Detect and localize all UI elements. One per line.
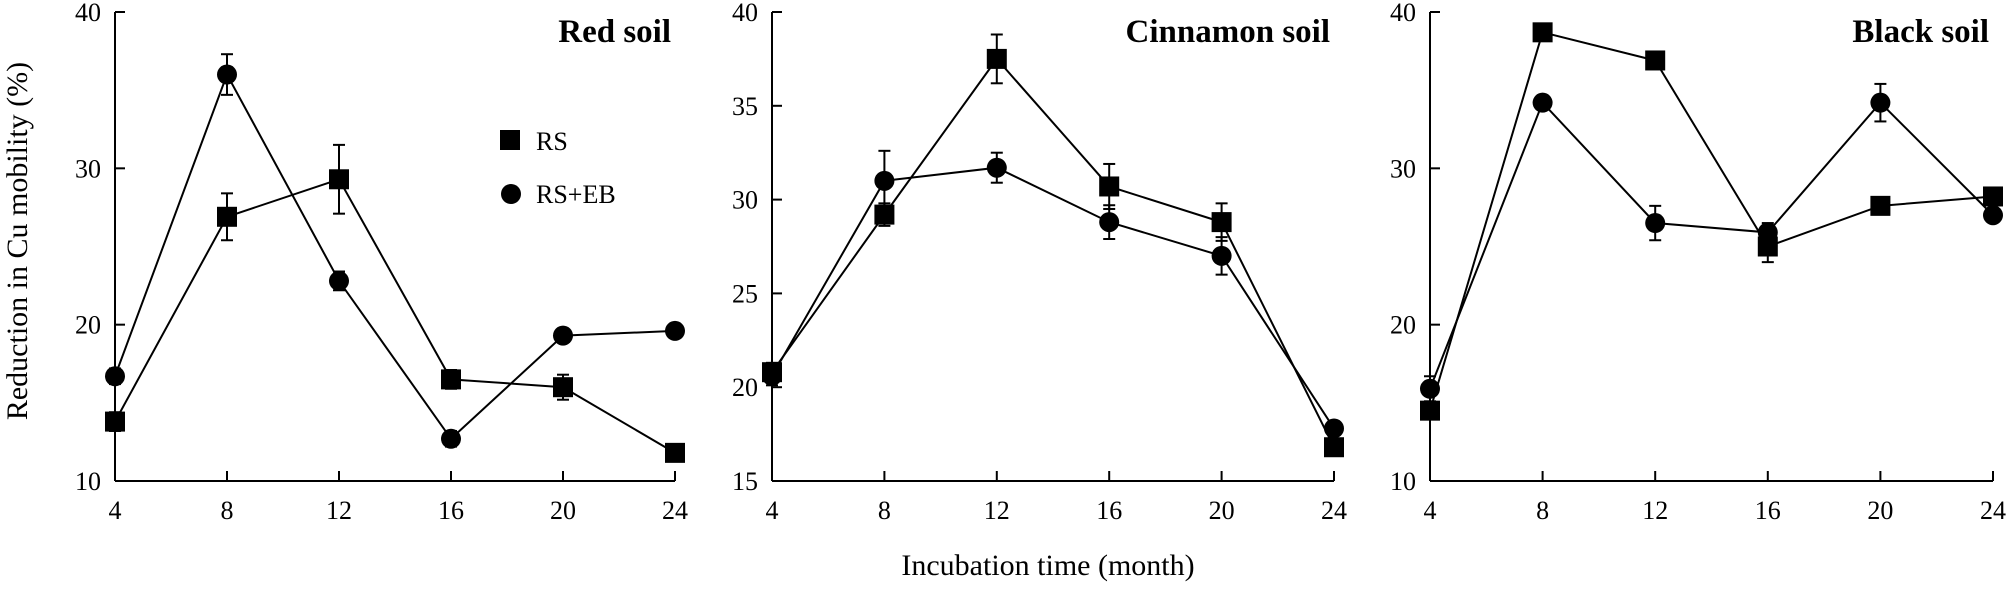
black-soil-rs-point (1645, 50, 1666, 71)
cinnamon-soil-x-tick-label: 4 (766, 496, 779, 525)
black-soil-rs-eb-point (1870, 92, 1891, 113)
red-soil-y-tick-label: 30 (75, 154, 101, 183)
black-soil-rs-point (1420, 400, 1440, 421)
red-soil-y-tick-label: 40 (75, 0, 101, 27)
cinnamon-soil-y-tick-label: 20 (732, 373, 758, 402)
cinnamon-soil-x-tick-label: 20 (1209, 496, 1235, 525)
red-soil-rs-eb-line (114, 72, 676, 441)
black-soil-x-tick-label: 4 (1424, 496, 1437, 525)
red-soil-y-tick-label: 10 (75, 467, 101, 496)
black-soil-rs-point (1532, 22, 1553, 43)
legend-label-rs: RS (536, 127, 568, 156)
red-soil-title: Red soil (558, 14, 671, 50)
red-soil-rs-point (329, 169, 349, 190)
black-soil-rs-eb-point (1532, 92, 1553, 113)
x-axis-label: Incubation time (month) (901, 549, 1194, 582)
red-soil-rs-point (665, 442, 685, 463)
legend-label-rs-eb: RS+EB (536, 180, 616, 209)
cinnamon-soil-rs-eb-point (874, 170, 895, 191)
black-soil-rs-eb-point (1420, 378, 1440, 399)
red-soil-x-tick-label: 12 (326, 496, 352, 525)
red-soil-rs-eb-point (329, 270, 349, 291)
cinnamon-soil-rs-eb-point (986, 157, 1007, 178)
cinnamon-soil-rs-line (771, 57, 1335, 448)
cinnamon-soil-x-tick-label: 8 (878, 496, 891, 525)
red-soil-x-tick-label: 20 (550, 496, 576, 525)
cinnamon-soil-title: Cinnamon soil (1126, 14, 1330, 50)
cinnamon-soil-rs-eb-point (762, 365, 782, 386)
red-soil-rs-eb-point (553, 325, 573, 346)
black-soil-y-tick-label: 10 (1390, 467, 1416, 496)
cinnamon-soil-y-tick-label: 15 (732, 467, 758, 496)
red-soil-x-tick-label: 24 (662, 496, 688, 525)
black-soil-rs-eb-line (1429, 100, 1994, 390)
cinnamon-soil-rs-point (1211, 212, 1232, 233)
black-soil-rs-eb-point (1983, 205, 2003, 226)
red-soil-rs-eb-point (217, 64, 237, 85)
black-soil-rs-point (1870, 195, 1891, 216)
cinnamon-soil-rs-point (1324, 437, 1344, 458)
black-soil-rs-point (1983, 186, 2003, 207)
cinnamon-soil-rs-point (874, 204, 895, 225)
red-soil-x-tick-label: 8 (221, 496, 234, 525)
red-soil-rs-eb-point (105, 366, 125, 387)
black-soil-rs-eb-point (1757, 222, 1778, 243)
cinnamon-soil-rs-eb-point (1324, 418, 1344, 439)
cinnamon-soil-rs-eb-point (1211, 245, 1232, 266)
black-soil-x-tick-label: 16 (1755, 496, 1781, 525)
red-soil-rs-point (105, 411, 125, 432)
cinnamon-soil-rs-point (1099, 176, 1120, 197)
black-soil-rs-eb-point (1645, 213, 1666, 234)
black-soil-x-tick-label: 24 (1980, 496, 2006, 525)
red-soil-rs-line (114, 178, 676, 454)
cinnamon-soil-rs-eb-point (1099, 212, 1120, 233)
cinnamon-soil-y-tick-label: 35 (732, 92, 758, 121)
black-soil-rs-line (1429, 31, 1994, 411)
red-soil-x-tick-label: 16 (438, 496, 464, 525)
y-axis-label: Reduction in Cu mobility (%) (1, 62, 34, 420)
black-soil-y-tick-label: 30 (1390, 154, 1416, 183)
red-soil-rs-eb-point (665, 320, 685, 341)
red-soil-rs-eb-point (441, 428, 461, 449)
red-soil-x-tick-label: 4 (109, 496, 122, 525)
black-soil-x-tick-label: 12 (1642, 496, 1668, 525)
black-soil-x-tick-label: 20 (1867, 496, 1893, 525)
cinnamon-soil-y-tick-label: 40 (732, 0, 758, 27)
cinnamon-soil-x-tick-label: 12 (984, 496, 1010, 525)
legend-marker-rs-eb (501, 184, 521, 204)
red-soil-rs-point (217, 206, 237, 227)
red-soil-rs-point (553, 377, 573, 398)
black-soil-title: Black soil (1852, 14, 1989, 50)
black-soil-y-tick-label: 20 (1390, 311, 1416, 340)
legend-marker-rs (500, 130, 520, 150)
legend: RS RS+EB (500, 127, 616, 209)
cinnamon-soil-x-tick-label: 16 (1096, 496, 1122, 525)
cinnamon-soil-y-tick-label: 30 (732, 186, 758, 215)
cinnamon-soil-y-tick-label: 25 (732, 279, 758, 308)
cinnamon-soil-rs-eb-line (771, 166, 1335, 430)
red-soil-y-tick-label: 20 (75, 311, 101, 340)
black-soil-x-tick-label: 8 (1536, 496, 1549, 525)
black-soil-y-tick-label: 40 (1390, 0, 1416, 27)
cinnamon-soil-rs-point (986, 48, 1007, 69)
red-soil-rs-point (441, 369, 461, 390)
cinnamon-soil-x-tick-label: 24 (1321, 496, 1347, 525)
